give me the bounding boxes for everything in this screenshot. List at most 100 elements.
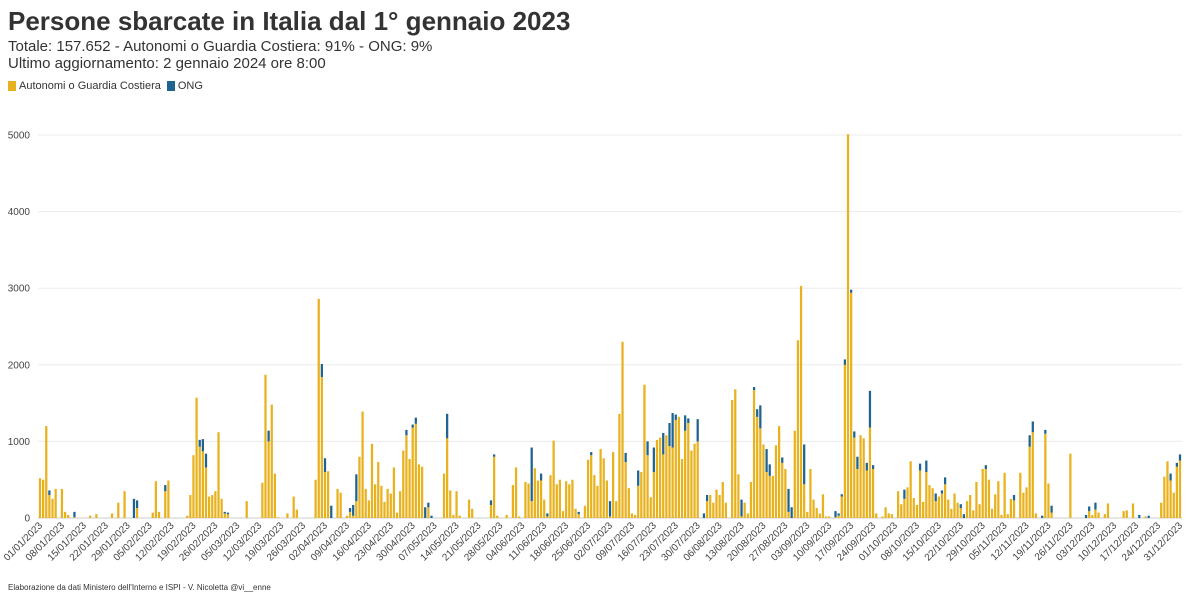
bar-autonomi	[853, 437, 856, 518]
subtitle-totals: Totale: 157.652 - Autonomi o Guardia Cos…	[8, 38, 433, 55]
bar-autonomi	[759, 428, 762, 518]
bar-autonomi	[536, 480, 540, 518]
bar-autonomi	[1069, 453, 1072, 518]
bar-ong	[834, 511, 837, 518]
bar-autonomi	[73, 517, 76, 518]
bar-autonomi	[458, 515, 461, 518]
bar-ong	[530, 447, 533, 502]
bar-autonomi	[539, 480, 543, 518]
bar-ong	[871, 465, 875, 469]
bar-ong	[1050, 505, 1053, 513]
bar-ong	[856, 456, 859, 469]
bar-autonomi	[724, 502, 728, 518]
bar-autonomi	[67, 514, 70, 518]
bar-autonomi	[940, 493, 944, 518]
bar-ong	[918, 463, 922, 471]
bar-autonomi	[533, 468, 536, 518]
bar-autonomi	[618, 413, 621, 518]
bar-ong	[492, 454, 496, 457]
y-tick-label: 1000	[8, 437, 31, 448]
bar-autonomi	[818, 513, 821, 518]
bar-ong	[405, 429, 408, 436]
bar-autonomi	[934, 501, 937, 518]
bar-autonomi	[665, 435, 668, 518]
bar-ong	[1138, 514, 1141, 518]
chart-title: Persone sbarcate in Italia dal 1° gennai…	[8, 6, 571, 36]
legend-item-autonomi: Autonomi o Guardia Costiera	[8, 80, 161, 92]
bar-autonomi	[1097, 512, 1100, 518]
bar-ong	[608, 501, 612, 517]
bar-autonomi	[561, 511, 565, 518]
bar-autonomi	[621, 341, 624, 518]
bar-autonomi	[909, 461, 912, 518]
bar-ong	[768, 464, 771, 476]
bar-ong	[414, 417, 417, 424]
bar-autonomi	[834, 517, 837, 518]
bar-autonomi	[48, 495, 51, 518]
bar-autonomi	[655, 439, 659, 518]
bar-autonomi	[871, 468, 875, 518]
bar-autonomi	[969, 495, 972, 518]
bar-autonomi	[649, 497, 652, 518]
bar-ong	[1084, 514, 1088, 518]
y-tick-label: 2000	[8, 360, 31, 371]
bar-ong	[198, 439, 201, 447]
bar-ong	[705, 495, 709, 502]
bar-autonomi	[543, 499, 546, 518]
bar-autonomi	[1175, 466, 1178, 518]
bar-autonomi	[821, 494, 825, 518]
bar-autonomi	[912, 498, 915, 518]
bar-ong	[1147, 515, 1150, 518]
bar-ong	[943, 477, 947, 485]
bar-autonomi	[420, 466, 424, 518]
bar-autonomi	[593, 475, 596, 518]
bar-autonomi	[590, 455, 593, 518]
bar-ong	[355, 474, 358, 502]
bar-ong	[850, 289, 853, 293]
bar-autonomi	[815, 508, 818, 518]
bar-autonomi	[990, 508, 994, 518]
bar-autonomi	[662, 454, 665, 518]
bar-ong	[577, 511, 580, 515]
bar-autonomi	[640, 472, 643, 518]
bar-autonomi	[937, 496, 940, 518]
bar-autonomi	[370, 443, 374, 518]
bar-autonomi	[856, 468, 859, 518]
bar-autonomi	[358, 456, 361, 518]
bar-ong	[674, 414, 677, 420]
bar-ong	[1169, 473, 1172, 481]
bar-ong	[539, 473, 543, 481]
bar-autonomi	[270, 404, 273, 518]
bar-autonomi	[897, 491, 900, 518]
bar-ong	[840, 494, 843, 497]
bar-autonomi	[558, 479, 562, 518]
bar-autonomi	[192, 455, 195, 518]
bar-autonomi	[574, 508, 577, 518]
bar-ong	[671, 413, 674, 448]
bar-autonomi	[774, 445, 778, 518]
bar-autonomi	[1094, 509, 1097, 518]
bar-autonomi	[1000, 514, 1003, 518]
bar-ong	[940, 490, 944, 494]
bar-autonomi	[402, 450, 405, 518]
bar-autonomi	[292, 496, 295, 518]
bar-autonomi	[972, 510, 975, 518]
bar-autonomi	[824, 516, 828, 518]
bar-autonomi	[1122, 511, 1125, 518]
bar-ong	[411, 424, 414, 428]
bar-ong	[323, 458, 327, 473]
bar-autonomi	[709, 495, 712, 518]
bar-ong	[903, 489, 906, 499]
bar-autonomi	[624, 462, 627, 518]
bar-autonomi	[1031, 432, 1034, 518]
bar-autonomi	[890, 514, 893, 518]
bar-ong	[1012, 495, 1016, 501]
bar-autonomi	[198, 446, 201, 518]
legend-item-ong: ONG	[166, 80, 203, 92]
bar-autonomi	[956, 502, 959, 518]
bar-autonomi	[154, 481, 158, 518]
bar-autonomi	[812, 499, 815, 518]
bar-autonomi	[1166, 461, 1169, 518]
bar-autonomi	[731, 400, 734, 518]
bar-autonomi	[395, 512, 399, 518]
